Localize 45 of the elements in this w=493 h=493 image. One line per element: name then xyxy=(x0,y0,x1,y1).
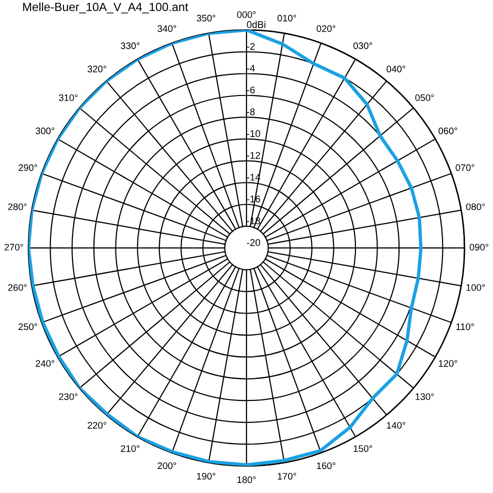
spoke-label: 210° xyxy=(120,445,140,452)
spoke-label: 190° xyxy=(197,472,216,480)
spoke-label: 170° xyxy=(278,472,296,480)
spoke-label: 340° xyxy=(158,25,176,32)
spoke-label: 220° xyxy=(88,422,106,429)
y-tick-label: -10 xyxy=(246,130,260,138)
spoke-label: 060° xyxy=(438,128,458,134)
y-tick-label: -2 xyxy=(246,42,255,50)
spoke-label: 020° xyxy=(316,25,336,32)
spoke-label: 320° xyxy=(88,66,106,72)
spoke-label: 040° xyxy=(386,66,406,72)
spoke-label: 330° xyxy=(120,42,140,50)
spoke-label: 200° xyxy=(158,462,176,470)
spoke-label: 300° xyxy=(36,128,54,134)
chart-title: Melle-Buer_10A_V_A4_100.ant xyxy=(23,2,188,14)
spoke-label: 010° xyxy=(277,14,296,22)
spoke-label: 290° xyxy=(18,164,38,171)
spoke-label: 130° xyxy=(416,393,434,400)
spoke-label: 120° xyxy=(438,360,458,367)
spoke-label: 080° xyxy=(466,203,485,210)
spoke-label: 110° xyxy=(456,323,474,330)
spoke-label: 310° xyxy=(58,94,78,102)
spoke-label: 050° xyxy=(415,94,434,102)
spoke-label: 140° xyxy=(386,422,406,429)
y-tick-label: -12 xyxy=(246,152,260,159)
spoke-label: 270° xyxy=(4,244,24,251)
spoke-label: 070° xyxy=(456,164,474,171)
spoke-label: 000° xyxy=(237,11,256,18)
spoke-label: 030° xyxy=(353,42,372,50)
spoke-label: 090° xyxy=(470,244,488,251)
y-tick-label: -4 xyxy=(246,64,255,72)
spoke-label: 180° xyxy=(237,476,256,484)
spoke-label: 150° xyxy=(354,445,372,452)
spoke-label: 240° xyxy=(36,360,54,367)
spoke-label: 250° xyxy=(18,323,38,330)
y-tick-label: -8 xyxy=(246,108,255,116)
spoke-label: 280° xyxy=(8,203,27,210)
y-tick-label: -20 xyxy=(246,239,260,246)
spoke-label: 350° xyxy=(196,14,216,22)
spoke-label: 160° xyxy=(317,462,336,470)
y-tick-label: -6 xyxy=(246,86,255,94)
spoke-label: 260° xyxy=(8,284,27,291)
spoke-label: 100° xyxy=(466,284,485,291)
spoke-label: 230° xyxy=(59,393,78,400)
y-tick-label: 0dBi xyxy=(246,20,266,28)
